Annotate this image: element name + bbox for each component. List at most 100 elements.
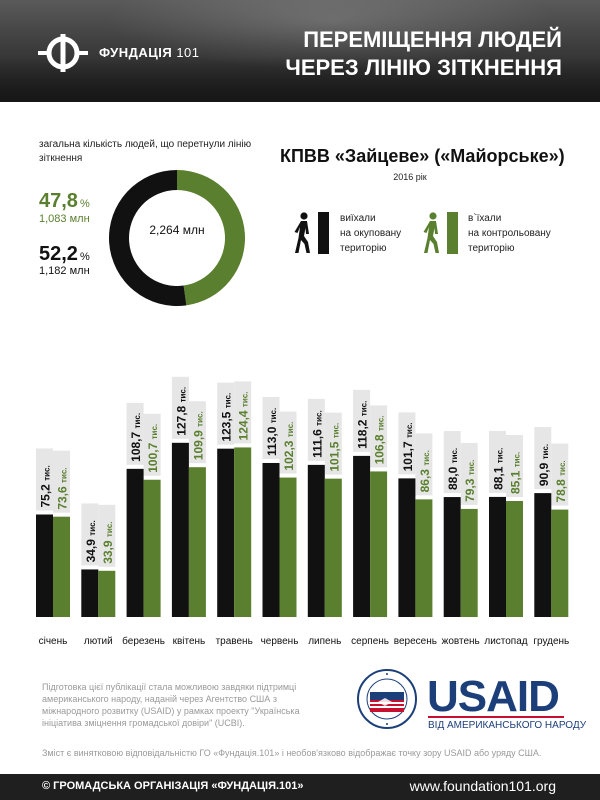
- bar-unit: тис.: [43, 465, 52, 481]
- walking-person-icon: [423, 212, 439, 253]
- bar-green: [506, 501, 523, 617]
- bar-label-bg: [506, 435, 523, 498]
- legend-swatch-black: [318, 212, 329, 254]
- bar-label-bg: [98, 504, 116, 567]
- month-label: серпень: [351, 636, 389, 647]
- black-millions: 1,182 млн: [39, 265, 90, 277]
- copyright-text: © ГРОМАДСЬКА ОРГАНІЗАЦІЯ «ФУНДАЦІЯ.101»: [42, 780, 304, 792]
- donut-total: 2,264 млн: [149, 223, 205, 237]
- bar-label-bg: [415, 433, 433, 496]
- bar-black: [443, 497, 461, 617]
- usaid-wordmark: USAID: [427, 672, 560, 721]
- month-label: квітень: [173, 636, 206, 647]
- bar-green: [324, 478, 342, 617]
- month-label: травень: [216, 636, 253, 647]
- walking-person-icon: [294, 212, 310, 253]
- bar-unit: тис.: [269, 408, 278, 424]
- bar-black: [171, 442, 189, 617]
- green-percent-value: 47,8: [39, 190, 78, 212]
- bar-black: [36, 514, 53, 617]
- bar-value-black: 88,0 тис.: [446, 448, 460, 490]
- bar-label-bg: [353, 389, 371, 452]
- bar-value-green: 109,9 тис.: [191, 411, 205, 460]
- bar-unit: тис.: [450, 448, 459, 464]
- bar-label-bg: [398, 412, 416, 475]
- bar-value-black: 127,8 тис.: [174, 387, 188, 436]
- bar-label-bg: [143, 413, 161, 476]
- bar-unit: тис.: [331, 423, 340, 439]
- legend-black-line: територію: [340, 243, 387, 254]
- header-photo-road: [0, 57, 600, 102]
- bar-unit: тис.: [178, 387, 187, 403]
- black-percent-value: 52,2: [39, 243, 78, 265]
- bar-value-black: 90,9 тис.: [537, 444, 551, 486]
- header-banner: ФУНДАЦІЯ 101 ПЕРЕМІЩЕННЯ ЛЮДЕЙ ЧЕРЕЗ ЛІН…: [0, 0, 600, 102]
- bar-value-green: 33,9 тис.: [101, 522, 115, 564]
- website-link[interactable]: www.foundation101.org: [409, 778, 556, 794]
- bar-value-green: 101,5 тис.: [327, 423, 341, 472]
- bar-value-green: 79,3 тис.: [463, 460, 477, 502]
- total-donut-chart: [108, 170, 245, 306]
- footer-bar: © ГРОМАДСЬКА ОРГАНІЗАЦІЯ «ФУНДАЦІЯ.101» …: [0, 774, 600, 800]
- bar-black: [217, 448, 235, 617]
- year-label: 2016 рік: [393, 172, 427, 182]
- brand-number: 101: [176, 45, 200, 60]
- disclaimer-text: Зміст є винятковою відповідальністю ГО «…: [42, 748, 542, 758]
- black-percent-sign: %: [79, 251, 90, 263]
- bar-value-green: 106,8 тис.: [373, 416, 387, 465]
- bar-green: [370, 471, 388, 617]
- bar-black: [126, 468, 144, 617]
- bar-label-bg: [81, 503, 99, 566]
- bar-label-bg: [188, 401, 206, 464]
- bar-label-bg: [217, 382, 235, 445]
- bar-value-green: 85,1 тис.: [509, 452, 523, 494]
- month-label: січень: [39, 636, 68, 647]
- legend-black-text: виїхали на окуповану територію: [340, 211, 440, 256]
- monthly-bar-chart: 75,2 тис.73,6 тис. січень 34,9 тис.33,9 ти…: [36, 376, 569, 647]
- legend-green-line: на контрольовану: [468, 228, 551, 239]
- bar-unit: тис.: [541, 444, 550, 460]
- bar-unit: тис.: [224, 393, 233, 409]
- bar-green: [53, 516, 70, 617]
- bar-value-black: 118,2 тис.: [356, 401, 370, 449]
- total-label: загальна кількість людей, що перетнули л…: [39, 139, 252, 164]
- checkpoint-title: КПВВ «Зайцеве» («Майорське»): [280, 146, 565, 166]
- page-title-line2: ЧЕРЕЗ ЛІНІЮ ЗІТКНЕННЯ: [285, 55, 562, 80]
- credit-text: Підготовка цієї публікації стала можливо…: [42, 682, 300, 728]
- bar-unit: тис.: [241, 392, 250, 408]
- bar-black: [307, 464, 325, 617]
- bar-black: [534, 493, 552, 617]
- bar-green: [415, 499, 433, 617]
- bar-value-black: 108,7 тис.: [129, 413, 143, 462]
- legend-green-line: територію: [468, 243, 515, 254]
- month-label: березень: [122, 635, 165, 647]
- bar-unit: тис.: [88, 520, 97, 536]
- green-percent: 47,8%: [39, 190, 90, 213]
- bar-unit: тис.: [467, 460, 476, 476]
- bar-unit: тис.: [377, 416, 386, 432]
- bar-green: [234, 447, 252, 617]
- bar-unit: тис.: [314, 410, 323, 426]
- donut-slice-black: [108, 170, 187, 306]
- bar-green: [143, 479, 161, 617]
- green-percent-sign: %: [79, 198, 90, 210]
- month-label: листопад: [484, 636, 527, 647]
- bar-unit: тис.: [60, 467, 69, 483]
- bar-label-bg: [307, 398, 325, 461]
- bar-value-green: 100,7 тис.: [146, 424, 160, 473]
- bar-label-bg: [53, 450, 70, 513]
- bar-label-bg: [126, 402, 144, 465]
- bar-label-bg: [171, 376, 189, 439]
- month-label: липень: [308, 636, 341, 647]
- bar-unit: тис.: [422, 450, 431, 466]
- brand-name: ФУНДАЦІЯ 101: [99, 45, 200, 60]
- month-label: червень: [261, 636, 299, 647]
- month-label: лютий: [84, 636, 113, 647]
- bar-value-black: 123,5 тис.: [220, 393, 234, 442]
- usaid-divider: [428, 716, 564, 718]
- bar-value-black: 75,2 тис.: [39, 465, 53, 507]
- bar-label-bg: [489, 430, 506, 493]
- bar-value-black: 111,6 тис.: [310, 410, 324, 458]
- bar-black: [489, 496, 506, 617]
- usaid-seal-icon: [357, 669, 417, 729]
